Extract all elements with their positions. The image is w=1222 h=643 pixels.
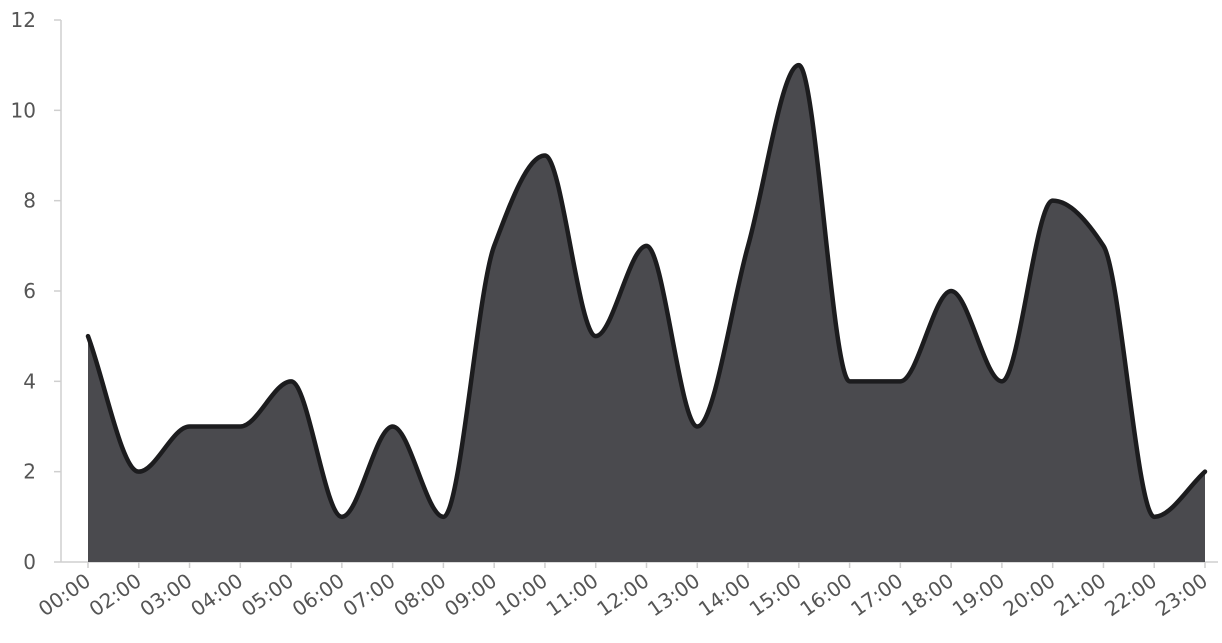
x-tick-label: 07:00 — [339, 568, 400, 621]
x-tick-label: 20:00 — [999, 568, 1060, 621]
x-tick-label: 03:00 — [135, 568, 196, 621]
x-tick-label: 19:00 — [948, 568, 1009, 621]
data-point — [898, 379, 902, 383]
data-point — [492, 244, 496, 248]
data-point — [949, 289, 953, 293]
x-tick-label: 23:00 — [1151, 568, 1212, 621]
y-tick-label: 4 — [23, 369, 36, 393]
data-point — [1152, 515, 1156, 519]
data-point — [746, 244, 750, 248]
data-point — [137, 470, 141, 474]
x-tick-label: 08:00 — [389, 568, 450, 621]
data-point — [1203, 470, 1207, 474]
data-point — [340, 515, 344, 519]
x-tick-label: 09:00 — [440, 568, 501, 621]
data-point — [848, 379, 852, 383]
data-point — [645, 244, 649, 248]
area-fill — [88, 65, 1205, 563]
x-tick-label: 13:00 — [643, 568, 704, 621]
x-tick-label: 21:00 — [1049, 568, 1110, 621]
data-point — [441, 515, 445, 519]
data-point — [238, 425, 242, 429]
x-tick-label: 14:00 — [694, 568, 755, 621]
data-point — [1051, 199, 1055, 203]
data-point — [797, 63, 801, 67]
data-point — [86, 334, 90, 338]
data-point — [695, 425, 699, 429]
data-point — [1000, 379, 1004, 383]
x-tick-label: 06:00 — [288, 568, 349, 621]
data-point — [188, 425, 192, 429]
x-tick-label: 04:00 — [186, 568, 247, 621]
y-axis: 0 2 4 6 8 10 12 — [11, 8, 62, 574]
y-tick-label: 6 — [23, 279, 36, 303]
y-tick-label: 0 — [23, 550, 36, 574]
x-tick-label: 18:00 — [897, 568, 958, 621]
x-tick-label: 22:00 — [1100, 568, 1161, 621]
data-point — [594, 334, 598, 338]
data-point — [543, 154, 547, 158]
x-tick-label: 15:00 — [745, 568, 806, 621]
y-tick-label: 8 — [23, 189, 36, 213]
x-tick-label: 05:00 — [237, 568, 298, 621]
x-tick-label: 00:00 — [34, 568, 95, 621]
y-tick-label: 10 — [11, 98, 36, 122]
y-tick-label: 2 — [23, 460, 36, 484]
data-point — [289, 379, 293, 383]
x-tick-label: 11:00 — [542, 568, 603, 621]
data-point — [1101, 244, 1105, 248]
x-axis: 00:0002:0003:0004:0005:0006:0007:0008:00… — [34, 561, 1218, 621]
series-line — [85, 62, 1208, 520]
y-tick-label: 12 — [11, 8, 36, 32]
x-tick-label: 17:00 — [846, 568, 907, 621]
x-tick-label: 10:00 — [491, 568, 552, 621]
x-tick-label: 02:00 — [85, 568, 146, 621]
data-point — [391, 425, 395, 429]
x-tick-label: 16:00 — [795, 568, 856, 621]
x-tick-label: 12:00 — [592, 568, 653, 621]
